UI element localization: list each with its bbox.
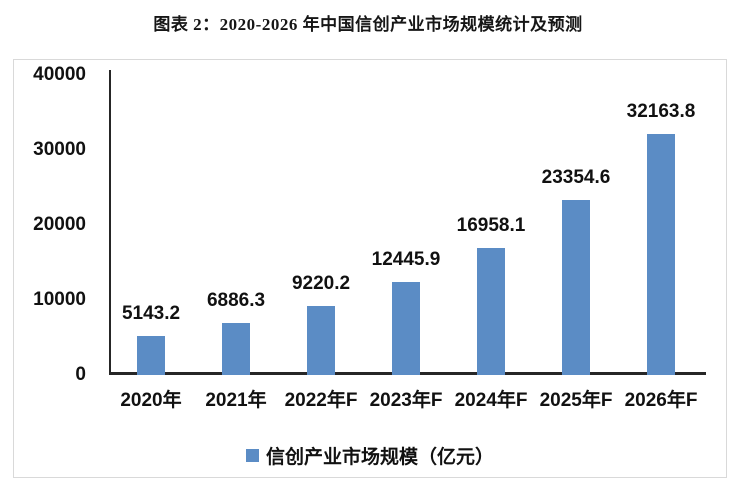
x-tick-label: 2025年F <box>539 390 613 411</box>
bar-value-label: 12445.9 <box>371 249 441 270</box>
bar <box>647 134 675 375</box>
legend: 信创产业市场规模（亿元） <box>14 442 726 469</box>
bar-value-label: 16958.1 <box>456 215 526 236</box>
y-tick-label: 30000 <box>33 139 86 160</box>
chart-title: 图表 2：2020-2026 年中国信创产业市场规模统计及预测 <box>153 15 583 34</box>
y-tick-label: 20000 <box>33 214 86 235</box>
bar <box>562 200 590 375</box>
bar <box>307 306 335 375</box>
bar-value-label: 32163.8 <box>626 101 696 122</box>
bar-value-label: 6886.3 <box>206 290 266 311</box>
x-tick-label: 2026年F <box>624 390 698 411</box>
x-tick-label: 2024年F <box>454 390 528 411</box>
x-tick-label: 2020年 <box>120 390 182 411</box>
x-tick-label: 2021年 <box>205 390 267 411</box>
y-tick-label: 0 <box>75 364 86 385</box>
bar-value-label: 5143.2 <box>121 303 181 324</box>
x-tick-label: 2022年F <box>284 390 358 411</box>
bar <box>137 336 165 375</box>
bar-value-label: 9220.2 <box>291 273 351 294</box>
x-tick-label: 2023年F <box>369 390 443 411</box>
y-axis-line <box>109 70 111 375</box>
bar-value-label: 23354.6 <box>541 167 611 188</box>
y-tick-label: 10000 <box>33 289 86 310</box>
chart-container: 信创产业市场规模（亿元） 0 10000 20000 30000 40000 5143.2… <box>13 59 727 478</box>
bar <box>477 248 505 375</box>
legend-swatch-icon <box>245 449 259 462</box>
bar <box>222 323 250 375</box>
legend-label: 信创产业市场规模（亿元） <box>265 447 494 468</box>
bar <box>392 282 420 375</box>
y-tick-label: 40000 <box>33 64 86 85</box>
